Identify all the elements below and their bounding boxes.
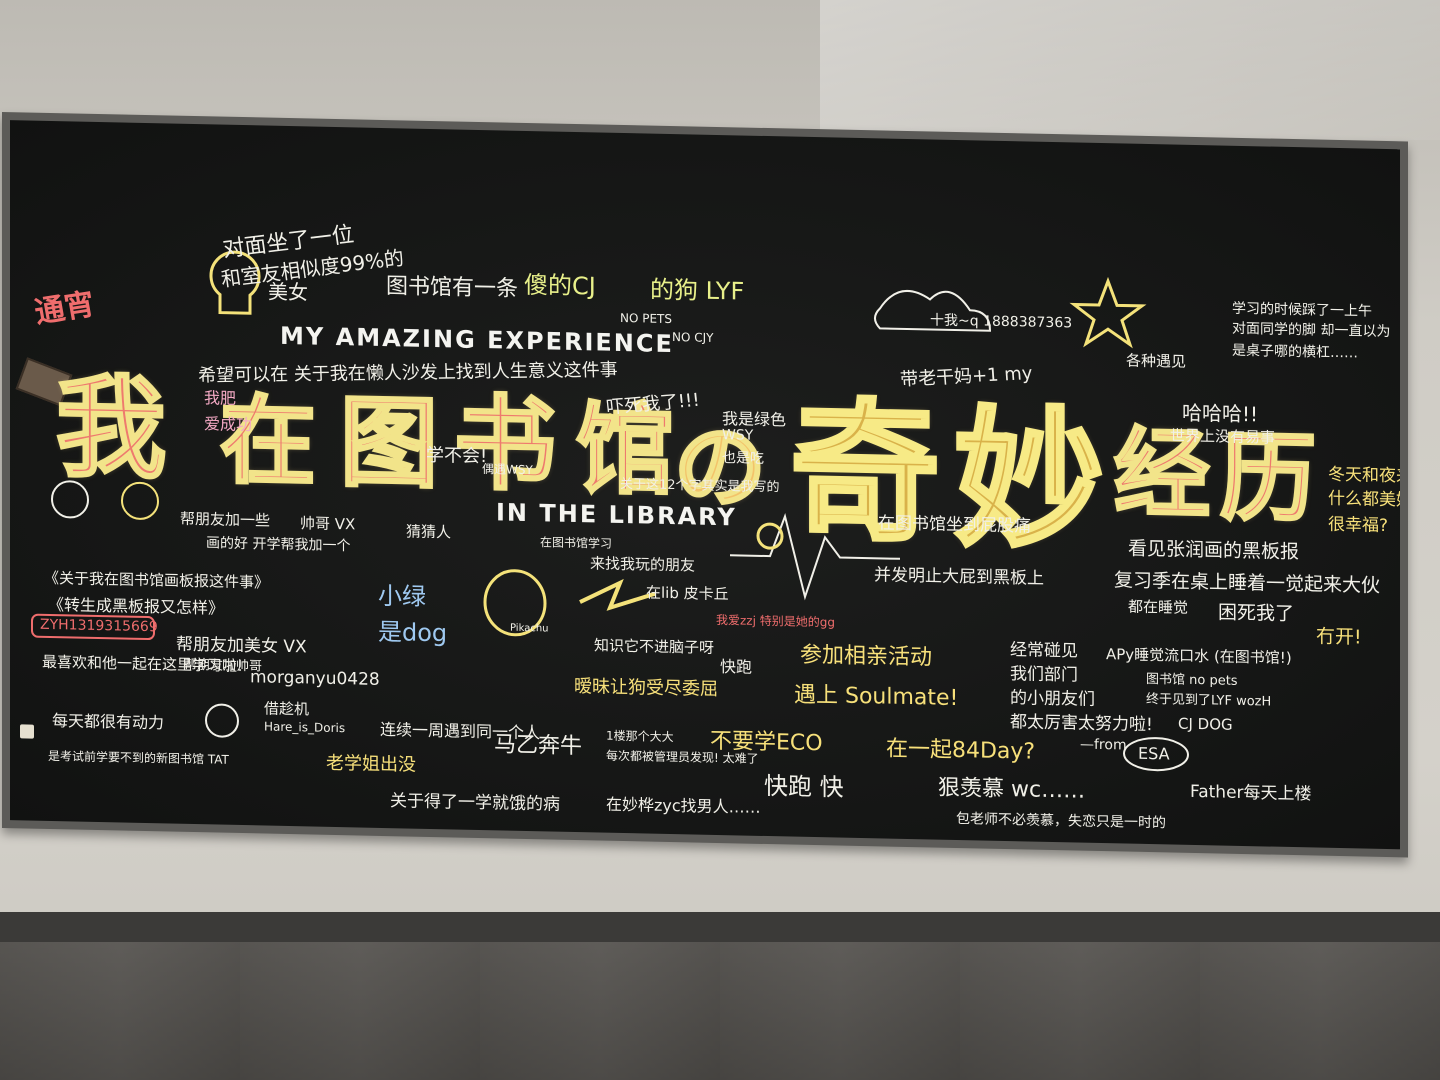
- chalk-note: 的小朋友们: [1010, 688, 1095, 710]
- chalk-note: 我们部门: [1010, 664, 1078, 686]
- chalk-note: 关于得了一学就饿的病: [390, 791, 560, 815]
- face-doodle: [51, 480, 89, 519]
- chalk-note: 冬天和夜来: [1328, 464, 1400, 487]
- chalk-note: 老学姐出没: [326, 752, 416, 776]
- chalk-note: 在图书馆坐到屁股痛: [878, 513, 1031, 537]
- chalk-note: 快跑: [720, 657, 753, 677]
- chalk-note: 在lib 皮卡丘: [646, 583, 729, 604]
- magnifier-doodle: [756, 522, 784, 550]
- chalk-note: 都太厉害太努力啦!: [1010, 712, 1153, 736]
- rabbit-doodle: [483, 569, 547, 637]
- chalk-note: 每天都很有动力: [52, 711, 165, 733]
- chalk-note: 是dog: [378, 617, 448, 648]
- chalk-note: 快跑 快: [764, 771, 844, 802]
- chalk-note: 十我~q 1888387363: [930, 312, 1073, 332]
- chalk-note: 1楼那个大大: [606, 728, 674, 745]
- blackboard-frame: MY AMAZING EXPERIENCE IN THE LIBRARY 我 在…: [2, 112, 1408, 858]
- chalk-note: 都在睡觉: [1128, 597, 1189, 617]
- chalk-note: WSY: [722, 427, 754, 444]
- chalk-note: 很幸福?: [1328, 514, 1389, 537]
- chalk-note: 对面同学的脚 却一直以为: [1232, 320, 1391, 341]
- chalk-note: 马乙奔牛: [494, 732, 583, 760]
- chalk-note: Father每天上楼: [1190, 781, 1312, 805]
- chalk-note: 帅哥 VX: [300, 514, 356, 534]
- chalk-note: 哈哈哈!!: [1182, 400, 1259, 427]
- heartbeat-line: [730, 513, 900, 601]
- chalk-note: 图书馆 no pets: [1146, 671, 1238, 689]
- lightbulb-doodle: [209, 250, 261, 315]
- chalk-note: 复习季在桌上睡着一觉起来大伙: [1114, 569, 1381, 597]
- chalk-note: 《转生成黑板报又怎样》: [48, 594, 225, 618]
- chalk-note: 知识它不进脑子呀: [594, 636, 715, 657]
- chalk-note: 学不会!: [426, 444, 488, 468]
- blackboard: MY AMAZING EXPERIENCE IN THE LIBRARY 我 在…: [10, 120, 1400, 850]
- chalk-note: 关于这12个字其实是我写的: [620, 476, 780, 496]
- chalk-note: 借趁机: [264, 699, 310, 719]
- chalk-note: 画的好 开学帮我加一个: [206, 535, 351, 555]
- chalk-note: 在妙桦zyc找男人……: [606, 794, 761, 817]
- chalk-note: 在一起84Day?: [886, 736, 1036, 765]
- chalk-note: Hare_is_Doris: [264, 719, 346, 736]
- wall-baseboard: [0, 912, 1440, 942]
- chalk-note: 遇上 Soulmate!: [794, 682, 959, 712]
- chalk-note: 冇开!: [1316, 625, 1362, 649]
- chalk-note: 美女: [268, 279, 308, 305]
- chalk-note: NO PETS: [620, 310, 673, 327]
- cloud-doodle: [874, 290, 992, 332]
- esa-ellipse: [1123, 737, 1189, 772]
- chalk-note: 我肥: [204, 388, 237, 408]
- chalk-note: 看见张润画的黑板报: [1128, 537, 1300, 564]
- glass-panel: [820, 0, 1440, 140]
- chalk-note: 参加相亲活动: [800, 642, 933, 671]
- chalk-note: 帮朋友加一些: [180, 509, 271, 530]
- chalk-note: 是桌子哪的横杠……: [1232, 342, 1358, 362]
- chalk-note: 图书馆有一条: [386, 274, 519, 302]
- chalk-note: ZYH1319315669: [40, 616, 158, 636]
- chalk-note: 的狗 LYF: [650, 275, 745, 306]
- chalk-note: 暧昧让狗受尽委屈: [574, 675, 718, 700]
- chalk-note: morganyu0428: [250, 667, 380, 690]
- chalk-note: NO CJY: [672, 330, 714, 345]
- chalk-note: 爱成功: [204, 414, 253, 435]
- chalk-note: 并发明止大屁到黑板上: [874, 565, 1044, 589]
- chalk-note: APy睡觉流口水 (在图书馆!): [1106, 645, 1292, 668]
- floor: [0, 942, 1440, 1080]
- chalk-note: 各种遇见: [1126, 351, 1187, 371]
- chalk-note: 傻的CJ: [524, 270, 596, 301]
- lightning-bolt-doodle: [579, 578, 656, 611]
- chalk-note: 终于见到了LYF wozH: [1146, 691, 1272, 710]
- chalk-doodles: [31, 250, 1189, 772]
- face-doodle: [121, 481, 159, 520]
- chalk-note: 最喜欢和他一起在这里学习啦!: [42, 652, 244, 676]
- phone-number-box: [31, 613, 155, 641]
- chalk-note: 也是吃: [722, 450, 764, 467]
- chalk-note: 世界上没有易事: [1170, 426, 1276, 447]
- chalk-note: —from: [1080, 736, 1127, 754]
- owl-doodle: [205, 703, 239, 738]
- star-doodle: [1069, 276, 1147, 349]
- chalk-note: 狠羡慕 wc……: [938, 775, 1086, 804]
- chalk-note: Pikachu: [510, 622, 549, 635]
- chalk-note: 偶遇WSY: [482, 462, 533, 478]
- chalk-note: 通宵: [32, 286, 98, 331]
- chalk-note: 什么都美好: [1328, 488, 1400, 511]
- chalk-note: ESA: [1138, 743, 1170, 764]
- chalk-note: 我爱zzj 特别是她的gg: [716, 612, 835, 630]
- chalk-note: CJ DOG: [1178, 714, 1233, 734]
- chalk-note: 经常碰见: [1010, 640, 1078, 662]
- chalk-note: 困死我了: [1218, 601, 1295, 626]
- chalk-note: 在图书馆学习: [540, 535, 613, 551]
- chalk-note: 猜猜人: [406, 522, 452, 542]
- chalk-note: 来找我玩的朋友: [590, 554, 696, 575]
- chalk-note: 小绿: [378, 581, 426, 611]
- chalk-note: 每次都被管理员发现! 太难了: [606, 748, 759, 766]
